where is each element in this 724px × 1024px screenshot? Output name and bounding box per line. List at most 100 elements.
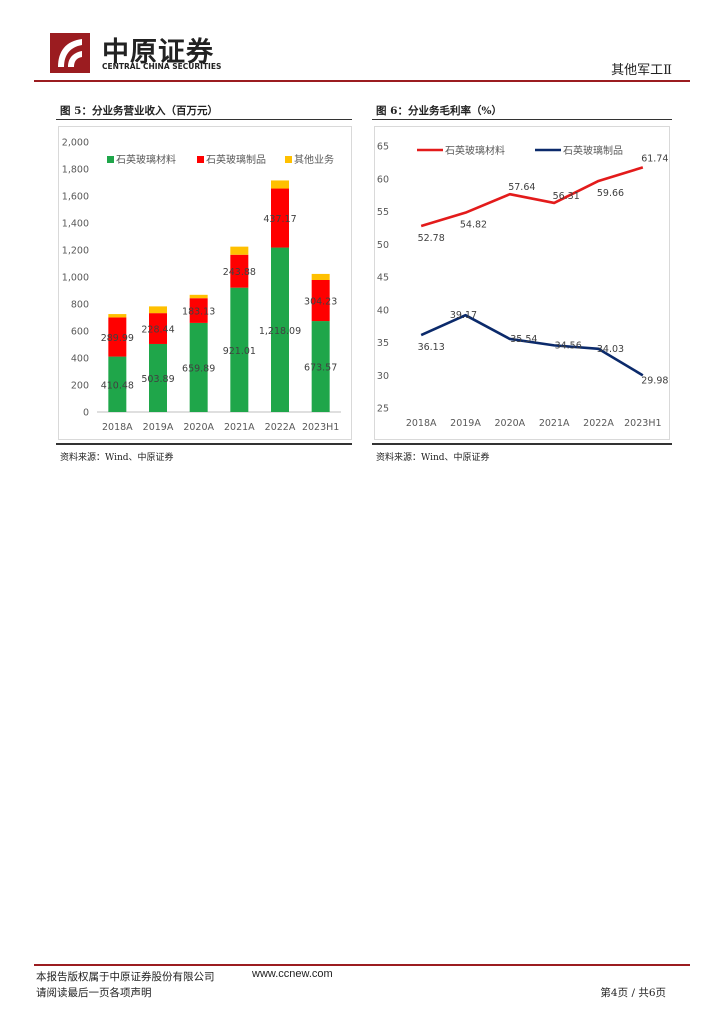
y-tick-label: 50 <box>377 240 389 251</box>
y-tick-label: 55 <box>377 207 389 218</box>
legend-label: 其他业务 <box>294 153 334 166</box>
legend-swatch <box>197 156 204 163</box>
figure-6-chart-frame: 65 60 55 50 45 40 35 30 25 2018A 2019A 2020A 2021A 20… <box>374 126 670 440</box>
bar-segment <box>108 314 127 318</box>
bar-segment <box>271 180 289 189</box>
logo-text-en: CENTRAL CHINA SECURITIES <box>102 62 222 71</box>
point-data-label: 39.17 <box>450 310 477 321</box>
x-tick-label: 2018A <box>406 418 437 429</box>
point-data-label: 57.64 <box>508 182 535 193</box>
y-tick-label: 2,000 <box>62 138 89 149</box>
x-tick-label: 2018A <box>102 422 133 433</box>
y-tick-label: 0 <box>83 408 89 419</box>
y-tick-label: 1,200 <box>62 246 89 257</box>
point-data-label: 56.31 <box>553 191 580 202</box>
x-tick-label: 2021A <box>539 418 570 429</box>
footer-website-link[interactable]: www.ccnew.com <box>252 968 333 980</box>
y-tick-label: 400 <box>71 354 89 365</box>
bar-segment <box>108 356 127 412</box>
legend-label: 石英玻璃材料 <box>445 144 505 157</box>
bar-segment <box>230 246 249 255</box>
company-logo-icon <box>50 33 90 73</box>
bar-data-label: 289.99 <box>101 333 134 344</box>
figure-5-source: 资料来源：Wind、中原证券 <box>60 453 174 463</box>
x-tick-label: 2022A <box>265 422 296 433</box>
header-divider <box>34 80 690 82</box>
point-data-label: 59.66 <box>597 188 624 199</box>
x-tick-label: 2022A <box>583 418 614 429</box>
figure-5-bottom-rule <box>56 443 352 445</box>
y-tick-label: 1,400 <box>62 219 89 230</box>
y-tick-label: 1,800 <box>62 165 89 176</box>
x-tick-label: 2019A <box>143 422 174 433</box>
bar-data-label: 410.48 <box>101 380 134 391</box>
section-title: 其他军工Ⅱ <box>611 63 672 78</box>
figure-6-bottom-rule <box>372 443 672 445</box>
x-tick-label: 2023H1 <box>302 422 339 433</box>
legend-swatch <box>285 156 292 163</box>
bar-segment <box>108 317 127 357</box>
y-tick-label: 1,000 <box>62 273 89 284</box>
bar-segment <box>311 321 330 412</box>
figure-5-title: 图 5：分业务营业收入（百万元） <box>60 105 218 117</box>
y-tick-label: 25 <box>377 404 389 415</box>
bar-segment <box>311 279 330 322</box>
bar-data-label: 243.88 <box>223 267 256 278</box>
point-data-label: 61.74 <box>641 153 668 164</box>
legend-label: 石英玻璃制品 <box>563 144 623 157</box>
figure-6-title: 图 6：分业务毛利率（%） <box>376 105 502 117</box>
x-tick-label: 2020A <box>183 422 214 433</box>
point-data-label: 52.78 <box>418 233 445 244</box>
y-tick-label: 30 <box>377 371 389 382</box>
footer-copyright: 本报告版权属于中原证券股份有限公司 <box>36 971 215 983</box>
bar-segment <box>271 188 289 248</box>
bar-data-label: 228.44 <box>141 325 174 336</box>
bar-data-label: 183.13 <box>182 307 215 318</box>
footer-disclaimer: 请阅读最后一页各项声明 <box>36 987 152 999</box>
series-line <box>420 166 644 228</box>
y-tick-label: 60 <box>377 174 389 185</box>
point-data-label: 29.98 <box>641 375 668 386</box>
x-tick-label: 2020A <box>494 418 525 429</box>
series-line <box>420 313 644 377</box>
bar-data-label: 503.89 <box>141 374 174 385</box>
y-tick-label: 45 <box>377 273 389 284</box>
bar-segment <box>230 287 249 412</box>
bar-segment <box>189 294 208 299</box>
x-tick-label: 2019A <box>450 418 481 429</box>
figure-6-source: 资料来源：Wind、中原证券 <box>376 453 490 463</box>
bar-segment <box>271 247 289 412</box>
figure-5-chart-frame: 2,000 1,800 1,600 1,400 1,200 1,000 800 600 400 2… <box>58 126 352 440</box>
bar-segment <box>149 343 167 412</box>
y-tick-label: 200 <box>71 381 89 392</box>
logo-text-cn: 中原证券 <box>102 37 214 68</box>
y-tick-label: 1,600 <box>62 192 89 203</box>
legend-label: 石英玻璃制品 <box>206 153 266 166</box>
bar-data-label: 921.01 <box>223 346 256 357</box>
y-tick-label: 65 <box>377 142 389 153</box>
figure-6-top-rule <box>372 119 672 120</box>
bar-segment <box>311 273 330 280</box>
x-tick-label: 2023H1 <box>624 418 661 429</box>
legend-label: 石英玻璃材料 <box>116 153 176 166</box>
point-data-label: 54.82 <box>460 220 487 231</box>
bar-segment <box>149 306 167 314</box>
footer-divider <box>34 964 690 966</box>
bar-segment <box>189 322 208 412</box>
point-data-label: 35.54 <box>510 334 537 345</box>
figure-5-top-rule <box>56 119 352 120</box>
bar-segment <box>189 298 208 323</box>
legend-swatch <box>107 156 114 163</box>
point-data-label: 36.13 <box>418 342 445 353</box>
y-tick-label: 40 <box>377 305 389 316</box>
point-data-label: 34.03 <box>597 344 624 355</box>
bar-segment <box>230 254 249 288</box>
x-tick-label: 2021A <box>224 422 255 433</box>
bar-data-label: 437.17 <box>263 214 296 225</box>
y-tick-label: 35 <box>377 338 389 349</box>
bar-data-label: 673.57 <box>304 363 337 374</box>
bar-data-label: 1,218.09 <box>259 326 301 337</box>
revenue-bar-chart: 2,000 1,800 1,600 1,400 1,200 1,000 800 600 400 2… <box>62 138 341 433</box>
margin-line-chart: 65 60 55 50 45 40 35 30 25 2018A 2019A 2020A 2021A 20… <box>377 142 669 430</box>
y-tick-label: 800 <box>71 300 89 311</box>
